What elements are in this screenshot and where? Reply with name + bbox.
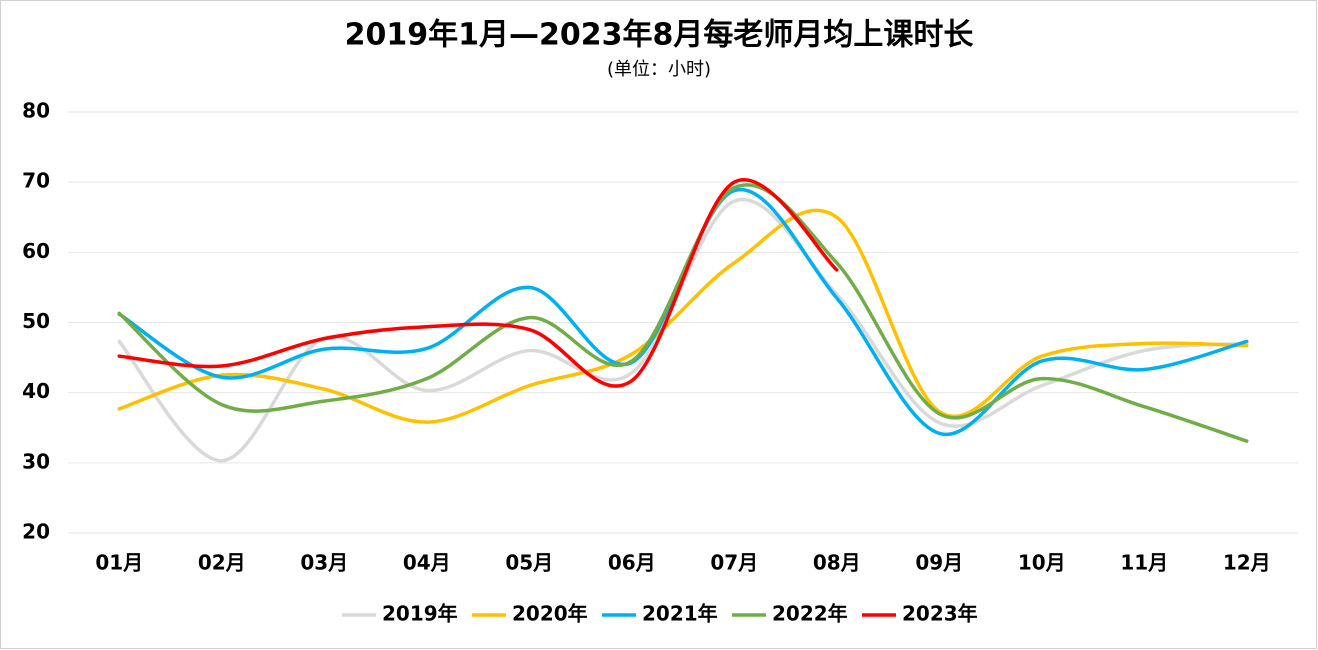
legend-label: 2023年	[902, 602, 978, 626]
series-line	[117, 178, 839, 388]
y-tick-label: 80	[22, 99, 50, 123]
x-tick-label: 02月	[198, 551, 246, 575]
x-tick-label: 12月	[1223, 551, 1271, 575]
legend-label: 2022年	[772, 602, 848, 626]
legend-label: 2020年	[512, 602, 588, 626]
legend-label: 2019年	[382, 602, 458, 626]
x-tick-label: 08月	[813, 551, 861, 575]
series-line	[117, 208, 1249, 424]
y-tick-label: 30	[22, 449, 50, 473]
x-tick-label: 06月	[608, 551, 656, 575]
y-tick-label: 40	[22, 379, 50, 403]
x-tick-label: 09月	[915, 551, 963, 575]
chart-subtitle: (单位：小时)	[607, 59, 711, 80]
x-tick-label: 01月	[95, 551, 143, 575]
chart-title: 2019年1月—2023年8月每老师月均上课时长	[345, 18, 974, 53]
legend-label: 2021年	[642, 602, 718, 626]
y-tick-label: 20	[22, 520, 50, 544]
x-tick-label: 03月	[300, 551, 348, 575]
x-tick-label: 10月	[1018, 551, 1066, 575]
y-tick-label: 70	[22, 169, 50, 193]
y-tick-label: 60	[22, 239, 50, 263]
x-tick-label: 04月	[403, 551, 451, 575]
y-tick-label: 50	[22, 309, 50, 333]
x-tick-label: 07月	[710, 551, 758, 575]
x-tick-label: 05月	[505, 551, 553, 575]
x-tick-label: 11月	[1120, 551, 1168, 575]
